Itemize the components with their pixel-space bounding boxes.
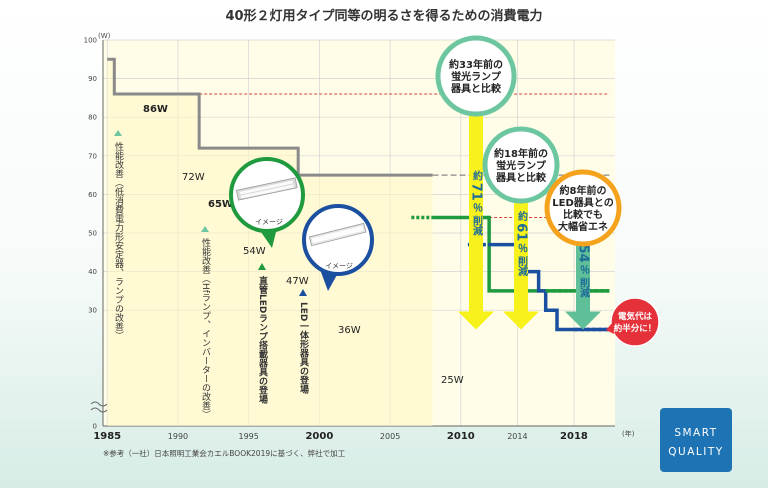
reduction-text-1-1: 61	[514, 223, 529, 241]
red-badge-line-2: 約半分に！	[614, 323, 657, 334]
label-25w: 25W	[441, 375, 464, 386]
fixture-2-icon	[308, 222, 367, 247]
watt-labels: 86W 72W 65W 54W 47W 36W 25W	[143, 104, 464, 386]
y-tick-label: 40	[88, 268, 97, 276]
label-47w: 47W	[286, 276, 309, 287]
x-tick-label: 1995	[238, 432, 258, 441]
y-tick-label: 100	[84, 37, 97, 45]
logo-line-2: QUALITY	[668, 446, 723, 458]
callout-circle-2	[544, 169, 622, 247]
comparison-callouts: 約33年前の蛍光ランプ器具と比較約18年前の蛍光ランプ器具と比較約8年前のLED…	[435, 35, 622, 247]
reduction-text-1-3: 削減	[516, 255, 528, 277]
red-badge: 電気代は 約半分に！	[606, 297, 660, 347]
improve-arrow-1-icon	[114, 130, 122, 136]
bubble-2-circle	[302, 204, 374, 276]
x-tick-label: 2005	[380, 432, 400, 441]
image-bubble-1: イメージ	[229, 157, 305, 248]
y-tick-label: 50	[88, 230, 97, 238]
label-36w: 36W	[338, 325, 361, 336]
led-integrated-arrow-icon	[299, 289, 307, 296]
callout-2-line-3: 大幅省エネ	[558, 220, 608, 233]
callout-0-line-2: 器具と比較	[450, 82, 502, 95]
y-tick-label: 70	[88, 152, 97, 160]
callout-1-line-0: 約18年前の	[494, 147, 548, 160]
logo-background	[660, 408, 732, 472]
x-axis-unit: (年)	[622, 429, 635, 438]
series-line-0	[107, 57, 433, 177]
reduction-text-0-2: ％	[471, 203, 483, 213]
callout-2-line-0: 約8年前の	[560, 184, 607, 197]
reduction-text-2-1: 54	[576, 244, 591, 262]
reduction-text-0-3: 削減	[471, 215, 483, 237]
x-tick-label: 2014	[507, 432, 527, 441]
logo-line-1: SMART	[674, 427, 717, 439]
x-tick-label: 2000	[305, 431, 333, 442]
y-axis-ticks: 0 30 40 50 60 70 80 90 100	[84, 37, 97, 431]
annotations: 性能改善（低消費電力形安定器、ランプの改善） 性能改善（Hfランプ、インバーター…	[113, 130, 310, 419]
reduction-arrow-0	[458, 94, 494, 330]
chart-title: 40形２灯用タイプ同等の明るさを得るための消費電力	[225, 8, 542, 24]
reduction-arrow-2	[565, 217, 601, 330]
annotation-improve-1: 性能改善（低消費電力形安定器、ランプの改善）	[113, 141, 124, 340]
footnote: ※参考（一社）日本照明工業会カエルBOOK2019に基づく、弊社で加工	[103, 448, 346, 458]
y-tick-label: 0	[93, 423, 97, 431]
red-badge-circle	[610, 297, 660, 347]
y-tick-label: 60	[88, 191, 97, 199]
bubble-2-label: イメージ	[325, 262, 353, 270]
smart-quality-logo: SMART QUALITY	[660, 408, 732, 472]
y-tick-label: 90	[88, 75, 97, 83]
callout-1-line-2: 器具と比較	[495, 171, 547, 184]
red-badge-line-1: 電気代は	[618, 311, 653, 322]
reduction-text-1-0: 約	[516, 210, 528, 222]
axis-break-icon	[90, 401, 108, 413]
callout-circle-0	[435, 35, 517, 117]
image-bubble-2: イメージ	[302, 204, 374, 291]
annotation-led-straight: 直管LEDランプ搭載器具の登場	[257, 275, 269, 404]
reduction-text-0-0: 約	[471, 170, 483, 182]
improve-arrow-2-icon	[201, 226, 209, 232]
y-tick-label: 80	[88, 114, 97, 122]
x-tick-label: 2010	[447, 431, 475, 442]
callout-2-line-2: 比較でも	[563, 208, 603, 221]
callout-0-line-1: 蛍光ランプ	[451, 70, 502, 83]
callout-circle-1	[482, 126, 560, 204]
label-65w: 65W	[208, 199, 233, 210]
annotation-led-integrated: LED一体形器具の登場	[298, 302, 310, 394]
x-tick-label: 1985	[93, 431, 121, 442]
annotation-improve-2: 性能改善（Hfランプ、インバーターの改善）	[200, 237, 211, 419]
callout-2-line-1: LED器具との	[552, 197, 613, 209]
label-54w: 54W	[243, 246, 266, 257]
callout-0-line-0: 約33年前の	[449, 58, 503, 71]
x-tick-label: 1990	[168, 432, 188, 441]
fixture-1-icon	[235, 177, 298, 201]
reduction-text-2-2: ％	[578, 264, 590, 274]
label-72w: 72W	[182, 172, 205, 183]
bubble-1-circle	[229, 157, 305, 233]
y-axis-unit: (W)	[98, 32, 111, 40]
reduction-text-2-3: 削減	[578, 276, 590, 298]
callout-1-line-1: 蛍光ランプ	[496, 159, 547, 172]
label-86w: 86W	[143, 104, 168, 115]
reduction-text-1-2: ％	[516, 243, 528, 253]
led-straight-arrow-icon	[258, 263, 266, 270]
x-axis-ticks: 1985 1990 1995 2000 2005 2010 2014 2018	[93, 431, 588, 442]
reduction-arrow-1	[503, 175, 539, 330]
y-tick-label: 30	[88, 307, 97, 315]
red-badge-tail	[606, 322, 614, 334]
reduction-text-0-1: 71	[469, 183, 484, 201]
bubble-1-label: イメージ	[255, 218, 283, 226]
x-tick-label: 2018	[560, 431, 588, 442]
